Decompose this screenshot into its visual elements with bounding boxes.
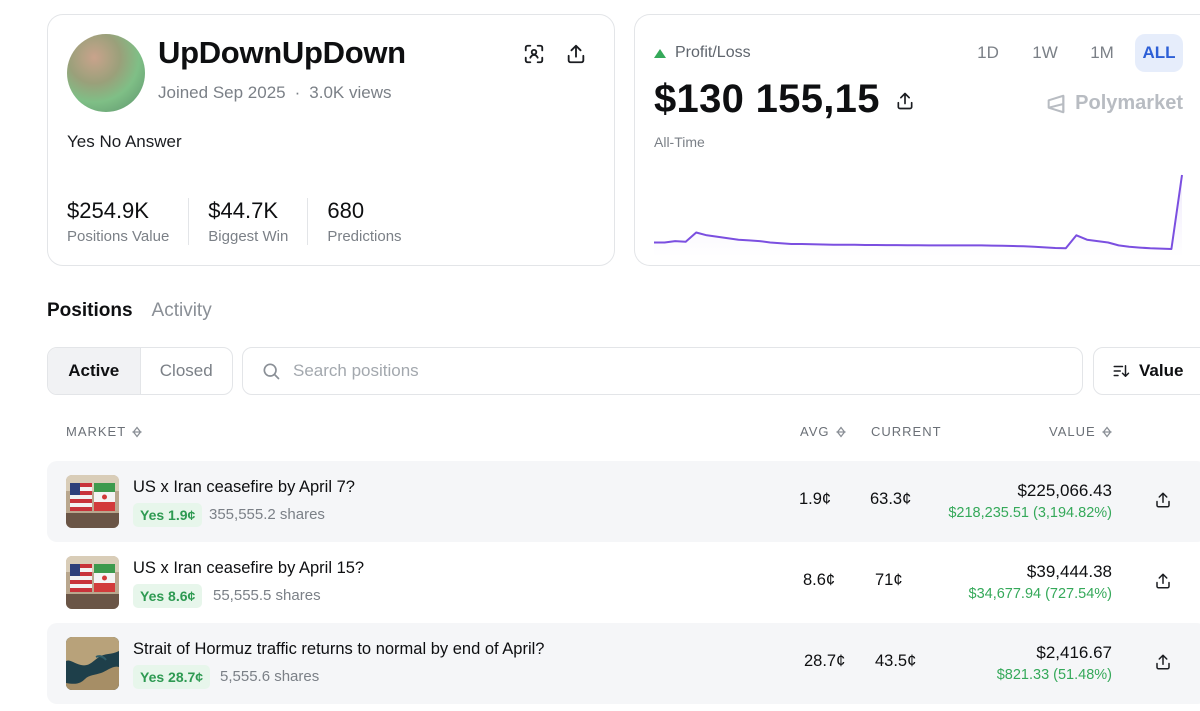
meta-separator: · — [294, 83, 301, 102]
joined-date: Joined Sep 2025 — [158, 83, 286, 102]
share-count: 55,555.5 shares — [213, 587, 321, 604]
pnl-label: Profit/Loss — [654, 44, 751, 62]
main-tabs: Positions Activity — [47, 300, 231, 322]
avg-price: 1.9¢ — [799, 490, 832, 508]
stat-value: $254.9K — [67, 198, 149, 223]
sort-toggle-icon — [1101, 425, 1112, 438]
range-tab-1w[interactable]: 1W — [1032, 43, 1058, 62]
market-thumbnail-map — [66, 637, 119, 690]
stat-predictions: 680 Predictions — [327, 198, 420, 245]
header-current: CURRENT — [871, 424, 942, 439]
table-row[interactable]: Strait of Hormuz traffic returns to norm… — [47, 623, 1200, 704]
polymarket-icon — [1047, 94, 1065, 113]
filter-closed[interactable]: Closed — [159, 361, 213, 380]
position-value: $39,444.38 — [1026, 562, 1112, 581]
sort-button[interactable]: Value — [1093, 347, 1200, 395]
share-icon[interactable] — [565, 43, 587, 65]
pnl-label-text: Profit/Loss — [675, 44, 751, 61]
stat-label: Positions Value — [67, 228, 170, 245]
table-row[interactable]: US x Iran ceasefire by April 15? Yes 8.6… — [47, 542, 1200, 623]
pnl-chart — [654, 174, 1183, 257]
profile-card: UpDownUpDown Joined Sep 2025 · 3.0K views … — [47, 14, 615, 266]
header-value[interactable]: VALUE — [1049, 424, 1113, 439]
range-tab-all[interactable]: ALL — [1135, 34, 1183, 72]
filter-active[interactable]: Active — [48, 348, 141, 394]
search-input[interactable] — [293, 361, 993, 381]
status-filter: Active Closed — [47, 347, 233, 395]
sort-toggle-icon — [835, 425, 846, 438]
position-pnl: $34,677.94 (727.54%) — [968, 586, 1113, 602]
current-price: 43.5¢ — [875, 652, 917, 670]
stat-positions-value: $254.9K Positions Value — [67, 198, 190, 245]
share-icon[interactable] — [1154, 653, 1172, 671]
profile-stats: $254.9K Positions Value $44.7K Biggest W… — [67, 198, 440, 245]
sort-icon — [1113, 365, 1130, 377]
brand-name: Polymarket — [1075, 92, 1183, 114]
profile-meta: Joined Sep 2025 · 3.0K views — [158, 83, 391, 103]
search-icon — [263, 363, 280, 380]
position-pnl: $218,235.51 (3,194.82%) — [948, 505, 1112, 521]
polymarket-logo: Polymarket — [1045, 92, 1183, 115]
view-count: 3.0K views — [309, 83, 392, 102]
position-value: $2,416.67 — [1036, 643, 1112, 662]
tab-activity[interactable]: Activity — [151, 300, 212, 321]
stat-value: $44.7K — [208, 198, 279, 223]
sort-toggle-icon — [132, 425, 143, 438]
header-value-label: VALUE — [1049, 424, 1096, 439]
pnl-period: All-Time — [654, 134, 705, 150]
position-pnl: $821.33 (51.48%) — [996, 667, 1112, 683]
avg-price: 28.7¢ — [804, 652, 846, 670]
avg-price: 8.6¢ — [803, 571, 836, 589]
position-value: $225,066.43 — [1017, 481, 1112, 500]
outcome-badge: Yes 28.7¢ — [133, 665, 211, 689]
stat-label: Predictions — [327, 228, 402, 245]
stat-biggest-win: $44.7K Biggest Win — [208, 198, 309, 245]
share-icon[interactable] — [895, 91, 915, 111]
search-box — [242, 347, 1083, 395]
current-price: 71¢ — [875, 571, 903, 589]
market-thumbnail-flags — [66, 556, 119, 609]
profile-bio: Yes No Answer — [67, 132, 182, 151]
share-icon[interactable] — [1154, 572, 1172, 590]
outcome-badge: Yes 8.6¢ — [133, 584, 203, 608]
header-market[interactable]: MARKET — [66, 424, 143, 439]
market-title[interactable]: US x Iran ceasefire by April 7? — [133, 478, 355, 496]
range-tab-1d[interactable]: 1D — [977, 43, 999, 62]
stat-label: Biggest Win — [208, 228, 289, 245]
market-title[interactable]: US x Iran ceasefire by April 15? — [133, 559, 365, 577]
market-title[interactable]: Strait of Hormuz traffic returns to norm… — [133, 640, 545, 658]
header-avg-label: AVG — [800, 424, 830, 439]
range-tabs: 1D 1W 1M ALL — [955, 34, 1183, 72]
range-tab-1m[interactable]: 1M — [1090, 43, 1114, 62]
market-thumbnail-flags — [66, 475, 119, 528]
sort-label: Value — [1139, 361, 1184, 380]
scan-qr-icon[interactable] — [523, 43, 545, 65]
tab-positions[interactable]: Positions — [47, 300, 133, 321]
outcome-badge: Yes 1.9¢ — [133, 503, 203, 527]
current-price: 63.3¢ — [870, 490, 912, 508]
header-market-label: MARKET — [66, 424, 127, 439]
pnl-value: $130 155,15 — [654, 77, 880, 121]
trend-up-icon — [654, 48, 666, 58]
pnl-area — [654, 175, 1182, 257]
share-count: 5,555.6 shares — [220, 668, 320, 685]
avatar — [67, 34, 145, 112]
pnl-line — [654, 174, 1183, 250]
header-avg[interactable]: AVG — [800, 424, 847, 439]
stat-value: 680 — [327, 198, 365, 223]
share-count: 355,555.2 shares — [209, 506, 325, 523]
profit-loss-card: Profit/Loss 1D 1W 1M ALL $130 155,15 Pol… — [634, 14, 1200, 266]
header-current-label: CURRENT — [871, 424, 942, 439]
profile-username: UpDownUpDown — [158, 35, 406, 70]
share-icon[interactable] — [1154, 491, 1172, 509]
table-row[interactable]: US x Iran ceasefire by April 7? Yes 1.9¢… — [47, 461, 1200, 542]
